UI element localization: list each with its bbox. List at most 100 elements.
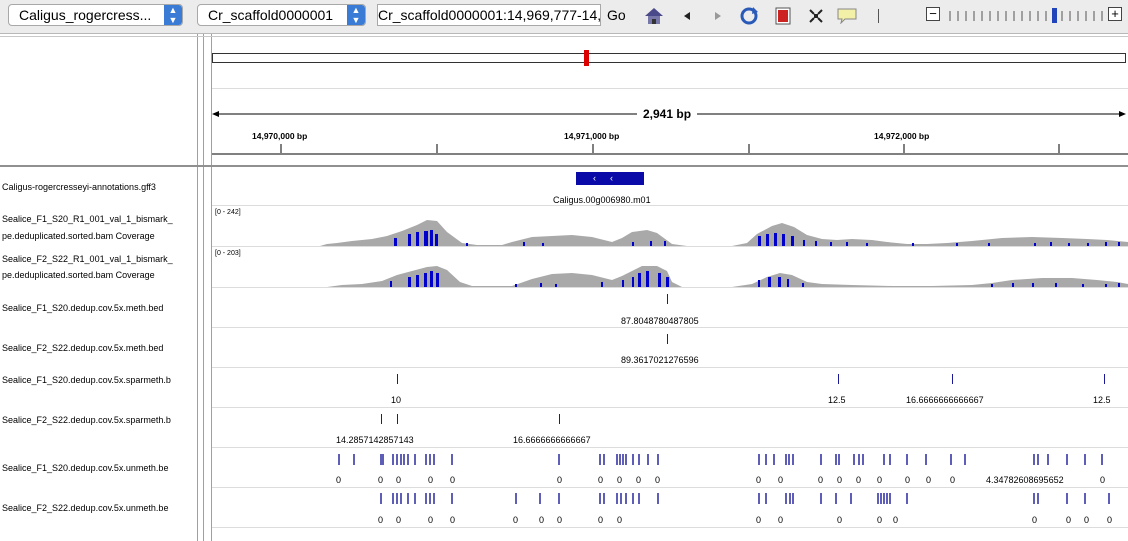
unmeth-score: 4.34782608695652 (986, 475, 1064, 485)
unmeth-score: 0 (617, 515, 623, 525)
unmeth-score: 0 (636, 475, 642, 485)
chromosome-ideogram[interactable] (212, 53, 1126, 63)
track-row-cov2[interactable] (212, 247, 1128, 288)
sparmeth-feature[interactable] (397, 414, 398, 424)
meth-feature[interactable] (667, 294, 668, 304)
track-name-sparmeth2[interactable]: Sealice_F2_S22.dedup.cov.5x.sparmeth.b (2, 415, 171, 425)
track-name-cov2-line1[interactable]: Sealice_F2_S22_R1_001_val_1_bismark_ (2, 254, 173, 264)
ruler-tick-label: 14,971,000 bp (564, 131, 620, 141)
unmeth-score: 0 (336, 475, 342, 485)
forward-icon[interactable] (708, 6, 728, 26)
unmeth-track-2-features[interactable] (330, 493, 1128, 505)
track-name-cov1-line2[interactable]: pe.deduplicated.sorted.bam Coverage (2, 231, 155, 241)
track-name-sparmeth1[interactable]: Sealice_F1_S20.dedup.cov.5x.sparmeth.b (2, 375, 171, 385)
attribute-panel-divider[interactable] (203, 34, 204, 541)
unmeth-score: 0 (1107, 515, 1113, 525)
sparmeth-feature[interactable] (559, 414, 560, 424)
locus-input-value: Cr_scaffold0000001:14,969,777-14,972,742 (378, 7, 601, 23)
sparmeth-feature[interactable] (1104, 374, 1105, 384)
chevron-updown-icon: ▲ ▼ (347, 5, 365, 25)
popup-text-icon[interactable] (837, 6, 857, 26)
header-panel-divider[interactable] (0, 165, 1128, 167)
sparmeth-feature[interactable] (397, 374, 398, 384)
track-row-cov1[interactable] (212, 206, 1128, 247)
refresh-icon[interactable] (739, 6, 759, 26)
coverage-range-label: [0 - 203] (215, 250, 241, 257)
resize-to-fit-icon[interactable] (806, 6, 826, 26)
region-of-interest-icon[interactable] (773, 6, 793, 26)
ruler-tick-label: 14,972,000 bp (874, 131, 930, 141)
unmeth-score: 0 (1066, 515, 1072, 525)
coverage-track-1[interactable] (212, 206, 1128, 246)
track-row-sparmeth1[interactable] (212, 368, 1128, 408)
unmeth-score: 0 (877, 475, 883, 485)
unmeth-score: 0 (557, 475, 563, 485)
data-panel-left-edge (211, 34, 212, 541)
name-panel-divider[interactable] (197, 34, 198, 541)
locus-input[interactable]: Cr_scaffold0000001:14,969,777-14,972,742 (377, 4, 601, 26)
unmeth-score: 0 (950, 475, 956, 485)
unmeth-score: 0 (378, 515, 384, 525)
zoom-out-button[interactable]: − (926, 7, 940, 21)
sparmeth-feature[interactable] (381, 414, 382, 424)
track-row-sparmeth2[interactable] (212, 408, 1128, 448)
unmeth-score: 0 (893, 515, 899, 525)
track-name-cov1-line1[interactable]: Sealice_F1_S20_R1_001_val_1_bismark_ (2, 214, 173, 224)
unmeth-score: 0 (1084, 515, 1090, 525)
unmeth-score: 0 (655, 475, 661, 485)
unmeth-score: 0 (598, 515, 604, 525)
genome-dropdown[interactable]: Caligus_rogercress... ▲ ▼ (8, 4, 183, 26)
home-icon[interactable] (644, 6, 664, 26)
gene-feature[interactable]: ‹‹ (576, 172, 644, 185)
zoom-slider[interactable] (948, 7, 1104, 23)
unmeth-score: 0 (856, 475, 862, 485)
meth-feature-score: 89.3617021276596 (621, 355, 699, 365)
meth-feature-score: 87.8048780487805 (621, 316, 699, 326)
unmeth-score: 0 (378, 475, 384, 485)
unmeth-score: 0 (818, 475, 824, 485)
unmeth-score: 0 (837, 515, 843, 525)
unmeth-score: 0 (926, 475, 932, 485)
sparmeth-feature-score: 14.2857142857143 (336, 435, 414, 445)
sparmeth-feature[interactable] (952, 374, 953, 384)
track-name-unmeth1[interactable]: Sealice_F1_S20.dedup.cov.5x.unmeth.be (2, 463, 169, 473)
genome-dropdown-value: Caligus_rogercress... (19, 7, 152, 23)
track-row-unmeth1[interactable] (212, 448, 1128, 488)
sparmeth-feature-score: 10 (391, 395, 402, 405)
track-row-meth1[interactable] (212, 288, 1128, 328)
sparmeth-feature[interactable] (838, 374, 839, 384)
track-name-unmeth2[interactable]: Sealice_F2_S22.dedup.cov.5x.unmeth.be (2, 503, 169, 513)
unmeth-score: 0 (450, 515, 456, 525)
sparmeth-feature-score: 12.5 (1093, 395, 1111, 405)
unmeth-score: 0 (598, 475, 604, 485)
unmeth-score: 0 (1032, 515, 1038, 525)
track-name-annotation[interactable]: Caligus-rogercresseyi-annotations.gff3 (2, 182, 156, 192)
coverage-track-2[interactable] (212, 247, 1128, 287)
unmeth-score: 0 (778, 515, 784, 525)
unmeth-score: 0 (557, 515, 563, 525)
unmeth-score: 0 (778, 475, 784, 485)
track-row-unmeth2[interactable] (212, 488, 1128, 528)
track-name-meth2[interactable]: Sealice_F2_S22.dedup.cov.5x.meth.bed (2, 343, 164, 353)
go-button[interactable]: Go (607, 7, 626, 23)
toolbar: Caligus_rogercress... ▲ ▼ Cr_scaffold0000… (0, 0, 1128, 34)
coverage-range-label: [0 - 242] (215, 209, 241, 216)
track-row-annotation[interactable] (212, 167, 1128, 206)
unmeth-score: 0 (756, 515, 762, 525)
ruler-tick-label: 14,970,000 bp (252, 131, 308, 141)
unmeth-score: 0 (905, 475, 911, 485)
chromosome-dropdown[interactable]: Cr_scaffold0000001 ▲ ▼ (197, 4, 366, 26)
back-icon[interactable] (677, 6, 697, 26)
ideogram-current-region-marker (584, 50, 589, 66)
unmeth-score: 0 (1100, 475, 1106, 485)
sparmeth-feature-score: 16.6666666666667 (513, 435, 591, 445)
track-row-meth2[interactable] (212, 328, 1128, 368)
unmeth-track-1-features[interactable] (330, 454, 1128, 466)
toolbar-divider (878, 9, 879, 23)
track-name-cov2-line2[interactable]: pe.deduplicated.sorted.bam Coverage (2, 270, 155, 280)
track-name-meth1[interactable]: Sealice_F1_S20.dedup.cov.5x.meth.bed (2, 303, 164, 313)
meth-feature[interactable] (667, 334, 668, 344)
unmeth-score: 0 (396, 475, 402, 485)
zoom-in-button[interactable]: + (1108, 7, 1122, 21)
unmeth-score: 0 (877, 515, 883, 525)
